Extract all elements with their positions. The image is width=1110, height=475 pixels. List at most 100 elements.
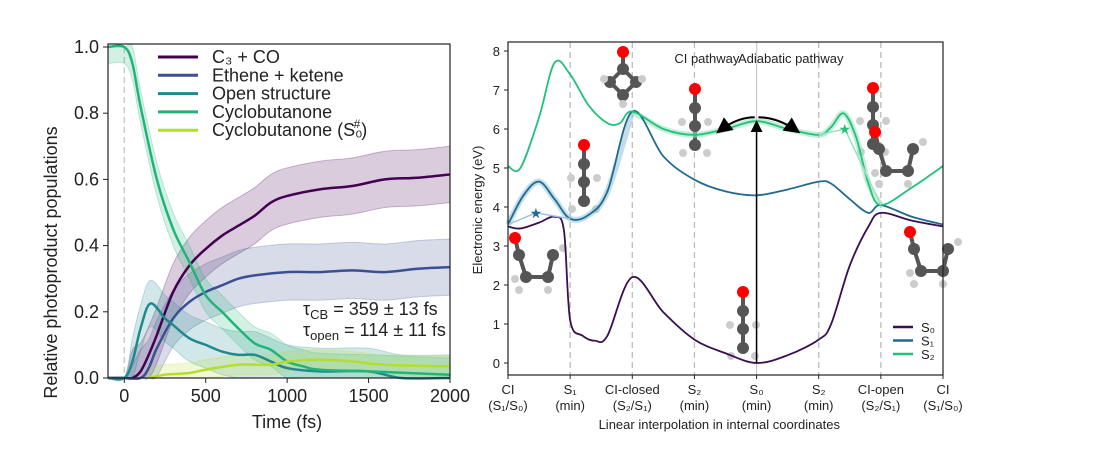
population-chart: 0 500 1000 1500 2000 0.0 0.2 0.4 0.6 0.8 1.0 Time (… <box>41 37 470 432</box>
carbon-atom <box>907 143 919 155</box>
hydrogen-atom <box>882 117 890 125</box>
hydrogen-atom <box>954 238 962 246</box>
y-tick-label: 0.8 <box>74 103 99 123</box>
star-path-s1 <box>507 212 537 226</box>
carbon-atom <box>617 89 629 101</box>
hydrogen-atom <box>751 352 759 360</box>
lifetime-annotation-0: τCB = 359 ± 13 fs <box>303 299 438 322</box>
carbon-atom <box>513 249 525 261</box>
carbon-atom <box>520 271 532 283</box>
star-path-s2b <box>844 128 882 206</box>
energy-curve-0 <box>507 211 944 364</box>
carbon-atom <box>908 243 920 255</box>
carbon-atom <box>902 165 914 177</box>
region-label-1: Adiabatic pathway <box>738 51 844 66</box>
hydrogen-atom <box>515 286 523 294</box>
star-path-s2 <box>818 128 845 136</box>
oxygen-atom <box>904 226 916 238</box>
carbon-atom <box>737 323 749 335</box>
pathway-arrow-2 <box>758 116 801 134</box>
carbon-atom <box>737 305 749 317</box>
hydrogen-atom <box>875 180 883 188</box>
pathway-arrow-1 <box>716 116 755 134</box>
legend-text: C₃ + CO <box>212 47 280 67</box>
carbon-atom <box>880 165 892 177</box>
x-tick-sublabel: (min) <box>804 398 834 413</box>
y-tick-label: 3 <box>493 239 500 254</box>
x-tick-sublabel: (min) <box>555 398 585 413</box>
x-tick-sublabel: (S₁/S₀) <box>923 398 962 413</box>
star-path-s1b <box>535 212 571 220</box>
oxygen-atom <box>867 82 879 94</box>
carbon-atom <box>873 143 885 155</box>
y-tick-label: 0.4 <box>74 236 99 256</box>
hydrogen-atom <box>638 75 646 83</box>
hydrogen-atom <box>593 174 601 182</box>
y-tick-label: 2 <box>493 278 500 293</box>
y-tick-label: 0.2 <box>74 302 99 322</box>
molecule-image <box>600 46 646 108</box>
series-line-3 <box>107 44 451 376</box>
y-tick-label: 0.0 <box>74 368 99 388</box>
hydrogen-atom <box>856 117 864 125</box>
legend-text: Cyclobutanone <box>212 102 332 122</box>
x-tick-label: 2000 <box>430 386 470 406</box>
hydrogen-atom <box>906 269 914 277</box>
x-axis-label: Linear interpolation in internal coordin… <box>599 417 841 432</box>
hydrogen-atom <box>871 169 879 177</box>
x-tick-label: CI-closed <box>605 382 660 397</box>
x-tick-label: 1000 <box>267 386 307 406</box>
y-tick-label: 0.6 <box>74 169 99 189</box>
hydrogen-atom <box>600 75 608 83</box>
tau-symbol: τ <box>303 320 310 340</box>
hydrogen-atom <box>567 174 575 182</box>
carbon-atom <box>737 342 749 354</box>
tau-value: = 359 ± 13 fs <box>328 299 437 319</box>
legend-label-0: S₀ <box>921 320 935 335</box>
legend-sup: # <box>354 117 361 131</box>
legend-label-3: Cyclobutanone <box>212 102 332 122</box>
y-tick-label: 5 <box>493 161 500 176</box>
series-line-0 <box>107 173 451 380</box>
energy-curve-2 <box>507 59 944 206</box>
hydrogen-atom <box>904 180 912 188</box>
x-tick-sublabel: (min) <box>742 398 772 413</box>
carbon-atom <box>578 158 590 170</box>
star-marker-1: ★ <box>839 121 852 137</box>
hydrogen-atom <box>910 280 918 288</box>
x-tick-label: S₂ <box>812 382 826 397</box>
x-tick-sublabel: (S₁/S₀) <box>488 398 527 413</box>
x-tick-sublabel: (S₂/S₁) <box>861 398 900 413</box>
x-tick-label: CI <box>937 382 950 397</box>
legend-text: Open structure <box>212 84 331 104</box>
carbon-atom <box>547 249 559 261</box>
legend-text: Cyclobutanone (S₀ <box>212 120 363 140</box>
series-line-4 <box>148 358 451 380</box>
x-tick-label: CI-open <box>858 382 904 397</box>
molecule-image <box>567 139 601 213</box>
y-tick-label: 4 <box>493 200 500 215</box>
oxygen-atom <box>578 139 590 151</box>
series-line-2 <box>107 302 451 381</box>
carbon-atom <box>915 265 927 277</box>
x-tick-label: S₀ <box>750 382 764 397</box>
x-tick-label: CI <box>502 382 515 397</box>
y-axis-label: Relative photoproduct populations <box>41 126 61 398</box>
series-line-1 <box>107 265 451 380</box>
hydrogen-atom <box>919 138 927 146</box>
y-tick-label: 8 <box>493 44 500 59</box>
molecule-image <box>726 286 760 360</box>
carbon-atom <box>942 243 954 255</box>
energy-curve-1 <box>507 110 944 226</box>
lifetime-annotation-1: τopen = 114 ± 11 fs <box>303 320 446 343</box>
legend-label-1: S₁ <box>921 334 935 349</box>
tau-sub: CB <box>310 307 328 322</box>
tau-sub: open <box>310 328 339 343</box>
carbon-atom <box>689 102 701 114</box>
hydrogen-atom <box>678 118 686 126</box>
y-tick-label: 0 <box>493 356 500 371</box>
x-tick-sublabel: (min) <box>680 398 710 413</box>
y-tick-label: 7 <box>493 83 500 98</box>
oxygen-atom <box>689 83 701 95</box>
